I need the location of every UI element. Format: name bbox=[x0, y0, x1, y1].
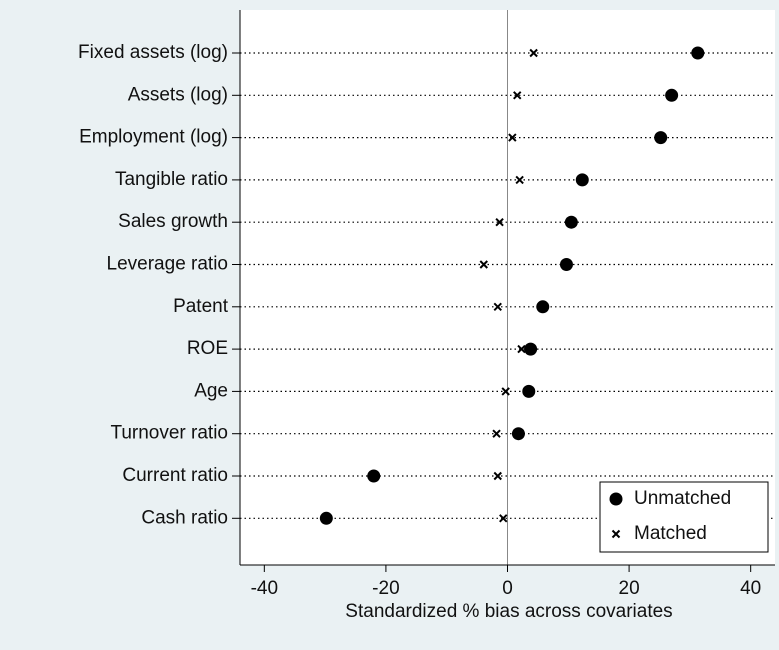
dot bbox=[536, 300, 550, 314]
x-axis-label: Standardized % bias across covariates bbox=[345, 601, 672, 622]
y-tick-label: Turnover ratio bbox=[110, 423, 228, 444]
legend-marker bbox=[611, 529, 621, 539]
cross bbox=[515, 175, 524, 185]
cross bbox=[493, 471, 502, 481]
legend-label: Matched bbox=[634, 523, 707, 544]
x-tick-label: -40 bbox=[251, 578, 278, 599]
cross bbox=[499, 514, 508, 523]
legend-marker bbox=[609, 492, 623, 506]
x-tick-label: -20 bbox=[372, 578, 399, 599]
cross bbox=[492, 429, 501, 438]
dot bbox=[691, 46, 705, 60]
x-tick-label: 40 bbox=[740, 578, 761, 599]
y-tick-label: Cash ratio bbox=[141, 507, 228, 528]
cross bbox=[517, 344, 526, 354]
y-tick-label: Tangible ratio bbox=[115, 169, 228, 190]
dot bbox=[524, 342, 538, 356]
dot bbox=[559, 258, 573, 271]
y-tick-label: Assets (log) bbox=[128, 84, 228, 105]
y-tick-label: Fixed assets (log) bbox=[78, 42, 228, 63]
cross bbox=[479, 260, 488, 269]
cross bbox=[501, 387, 510, 396]
cross bbox=[513, 91, 522, 100]
legend-box bbox=[599, 481, 769, 553]
y-tick-label: Sales growth bbox=[118, 211, 228, 232]
y-tick-label: Employment (log) bbox=[79, 127, 228, 148]
cross bbox=[508, 133, 517, 142]
x-tick-label: 0 bbox=[502, 578, 513, 599]
x-tick-label: 20 bbox=[619, 578, 640, 599]
cross bbox=[495, 217, 504, 227]
legend-label: Unmatched bbox=[634, 488, 731, 509]
y-tick-label: Current ratio bbox=[122, 465, 228, 486]
dot bbox=[319, 511, 333, 525]
dot bbox=[522, 384, 536, 398]
y-tick-label: ROE bbox=[187, 338, 228, 359]
cross bbox=[529, 48, 538, 58]
dot bbox=[564, 215, 578, 229]
dot bbox=[575, 173, 589, 187]
cross bbox=[493, 302, 502, 312]
dot bbox=[665, 88, 679, 102]
dot bbox=[511, 427, 525, 441]
dot bbox=[367, 469, 381, 483]
y-tick-label: Age bbox=[194, 380, 228, 401]
y-tick-label: Leverage ratio bbox=[107, 254, 228, 275]
y-tick-label: Patent bbox=[173, 296, 229, 317]
dot bbox=[654, 131, 668, 145]
